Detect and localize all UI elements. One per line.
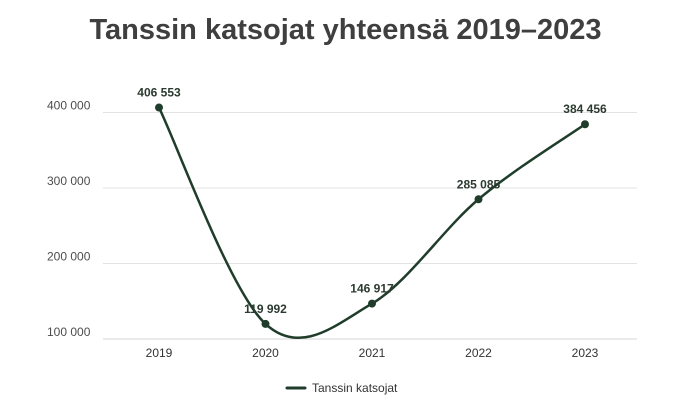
data-point: [368, 299, 376, 308]
x-tick-label: 2020: [252, 346, 279, 360]
data-label: 285 085: [457, 177, 501, 191]
data-label: 146 917: [350, 282, 394, 296]
data-label: 406 553: [137, 86, 181, 100]
data-label: 119 992: [244, 302, 287, 316]
y-tick-label: 200 000: [47, 250, 91, 264]
data-label: 384 456: [563, 102, 607, 116]
data-point: [474, 195, 483, 204]
series-line: [157, 106, 587, 340]
chart-title: Tanssin katsojat yhteensä 2019–2023: [89, 14, 602, 46]
x-tick-label: 2023: [572, 346, 599, 360]
x-tick-label: 2022: [465, 346, 492, 360]
legend-label: Tanssin katsojat: [312, 381, 398, 395]
data-point: [261, 319, 270, 328]
x-tick-label: 2019: [146, 346, 173, 360]
y-tick-label: 300 000: [47, 174, 91, 188]
x-tick-label: 2021: [359, 346, 386, 360]
y-tick-label: 100 000: [47, 325, 91, 339]
data-point: [155, 103, 163, 112]
data-point: [581, 120, 589, 129]
y-tick-label: 400 000: [47, 99, 91, 113]
